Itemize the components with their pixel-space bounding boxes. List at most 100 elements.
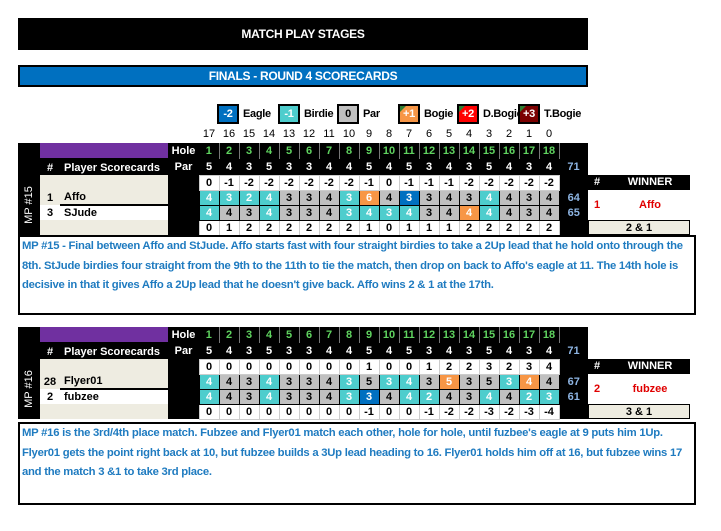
- score-cell: 4: [438, 204, 460, 221]
- winner-seed: 1: [594, 199, 601, 211]
- holes-remaining-value: 1: [525, 128, 533, 140]
- player-seed: 1: [40, 190, 60, 205]
- score-cell: 2: [238, 189, 260, 206]
- par-value: 3: [299, 343, 319, 359]
- table-row: MP #16 0 0 0 0 0 0 0 0 1 0 0 1 2 2 3 2 3 4: [18, 358, 588, 419]
- legend-item-par: 0 Par: [337, 104, 380, 124]
- par-value: 4: [379, 159, 399, 175]
- score-cell: 3: [418, 189, 440, 206]
- match-status-top: 1: [358, 358, 380, 375]
- player-header: Player Scorecards: [60, 159, 168, 175]
- blank-cell: [559, 327, 588, 343]
- match-status-top: -2: [278, 174, 300, 191]
- legend-swatch: +2: [457, 104, 479, 124]
- match-result: 2 & 1: [588, 220, 690, 235]
- blank-cell: [168, 205, 199, 220]
- match-status-top: -2: [238, 174, 260, 191]
- player-seed: 2: [40, 389, 60, 404]
- match-status-top: -2: [538, 174, 560, 191]
- match-status-bottom: 0: [198, 403, 220, 420]
- par-value: 4: [439, 159, 459, 175]
- legend-label: Birdie: [304, 108, 334, 120]
- holes-remaining-value: 11: [323, 128, 335, 140]
- match-status-bottom: 0: [378, 403, 400, 420]
- legend-label: D.Bogie: [483, 108, 523, 120]
- match-status-bottom: -2: [498, 403, 520, 420]
- match-status-bottom: 2: [538, 219, 560, 236]
- hole-number: 12: [419, 143, 440, 159]
- match-status-bottom: 0: [298, 403, 320, 420]
- score-cell: 3: [298, 189, 320, 206]
- match-status-top: 0: [218, 358, 240, 375]
- match-status-top: 0: [198, 174, 220, 191]
- player-name: fubzee: [60, 389, 168, 404]
- score-cell: 3: [278, 388, 300, 405]
- legend-label: Par: [363, 108, 380, 120]
- par-total: 71: [559, 159, 588, 175]
- hole-number: 13: [439, 143, 460, 159]
- match-status-bottom: -3: [518, 403, 540, 420]
- match-status-bottom: 0: [378, 219, 400, 236]
- player-total: 64: [559, 190, 588, 205]
- legend-value: -1: [284, 108, 294, 120]
- match-status-top: 0: [338, 358, 360, 375]
- hole-number: 13: [439, 327, 460, 343]
- match-status-bottom: -2: [438, 403, 460, 420]
- hole-number: 5: [279, 143, 300, 159]
- winner-header-label: WINNER: [627, 176, 673, 188]
- score-cell: 3: [278, 189, 300, 206]
- winner-row: 2 fubzee: [588, 374, 690, 404]
- match-label: MP #15: [18, 175, 40, 235]
- match-status-top: -1: [418, 174, 440, 191]
- match-status-top: 2: [438, 358, 460, 375]
- score-cell: 3: [338, 373, 360, 390]
- hole-number: 15: [479, 327, 500, 343]
- score-cell: 3: [298, 388, 320, 405]
- par-label: Par: [168, 343, 199, 359]
- holes-remaining-value: 5: [445, 128, 453, 140]
- score-cell: 6: [358, 189, 380, 206]
- score-cell: 5: [438, 373, 460, 390]
- match-status-bottom: 2: [458, 219, 480, 236]
- match-status-bottom: 2: [258, 219, 280, 236]
- hole-number: 8: [339, 143, 360, 159]
- hole-number: 17: [519, 143, 540, 159]
- winner-box: # WINNER 2 fubzee 3 & 1: [588, 359, 690, 419]
- holes-remaining-value: 8: [385, 128, 393, 140]
- hole-number: 7: [319, 143, 340, 159]
- match-status-top: 4: [538, 358, 560, 375]
- par-value: 3: [279, 159, 299, 175]
- winner-header: # WINNER: [588, 175, 690, 190]
- player-total: 67: [559, 374, 588, 389]
- par-value: 3: [519, 159, 539, 175]
- table-row: 1 Affo 4 3 2 4 3 3 4 3 6 4 3 3 4 3 4 4 3 4 64: [18, 189, 588, 206]
- match-status-bottom: 0: [238, 403, 260, 420]
- match-status-bottom: 0: [218, 403, 240, 420]
- holes-remaining-value: 7: [405, 128, 413, 140]
- legend-item-bogie: +1 Bogie: [398, 104, 453, 124]
- seed-header: #: [40, 159, 60, 175]
- match-status-top: 0: [398, 358, 420, 375]
- score-cell: 4: [398, 373, 420, 390]
- hole-number: 6: [299, 143, 320, 159]
- hole-number: 2: [219, 327, 240, 343]
- match-status-top: -2: [498, 174, 520, 191]
- score-cell: 3: [218, 189, 240, 206]
- match-status-bottom: -1: [358, 403, 380, 420]
- blank-cell: [60, 175, 168, 190]
- par-value: 4: [319, 159, 339, 175]
- blank-cell: [60, 359, 168, 374]
- hole-number: 11: [399, 143, 420, 159]
- score-cell: 3: [338, 189, 360, 206]
- legend-label: Bogie: [424, 108, 454, 120]
- score-cell: 3: [238, 388, 260, 405]
- hole-number: 14: [459, 327, 480, 343]
- match-status-bottom: 2: [238, 219, 260, 236]
- par-value: 4: [219, 343, 239, 359]
- blank-cell: [40, 220, 60, 235]
- holes-remaining-value: 15: [242, 128, 256, 140]
- score-cell: 3: [378, 204, 400, 221]
- score-cell: 4: [318, 189, 340, 206]
- score-cell: 3: [378, 373, 400, 390]
- legend-swatch: 0: [337, 104, 359, 124]
